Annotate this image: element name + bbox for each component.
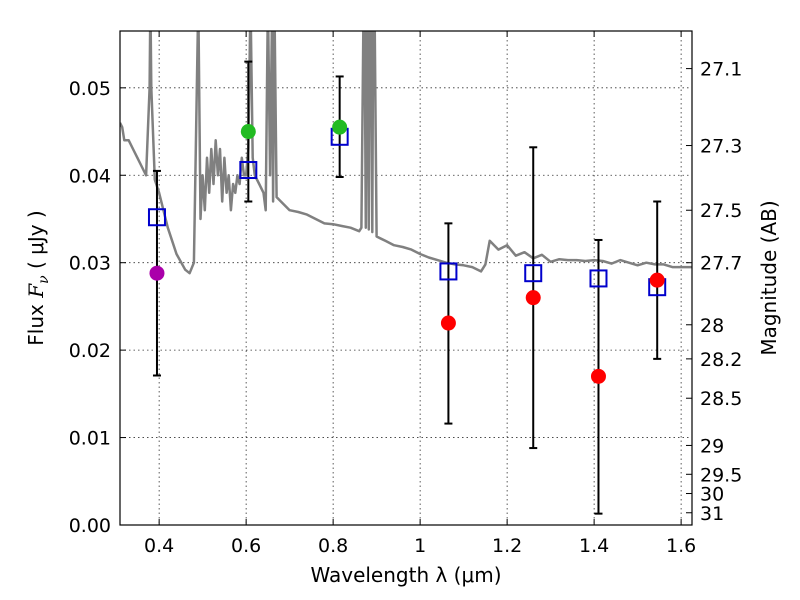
right-tick-label-2: 27.5 — [700, 200, 742, 222]
y-axis-label: Flux Fν ( μJy ) — [24, 210, 52, 345]
data-point-4 — [525, 290, 541, 306]
y-tick-label-0: 0.00 — [69, 515, 111, 537]
data-point-6 — [649, 272, 665, 288]
data-point-5 — [590, 368, 606, 384]
right-tick-label-7: 29 — [700, 435, 724, 457]
right-tick-label-1: 27.3 — [700, 136, 742, 158]
plot-background — [120, 31, 692, 525]
right-tick-label-3: 27.7 — [700, 253, 742, 275]
x-tick-label-2: 0.8 — [318, 535, 348, 557]
model-square-3 — [439, 262, 458, 281]
right-tick-label-8: 29.5 — [700, 464, 742, 486]
x-tick-label-3: 1 — [414, 535, 426, 557]
x-tick-label-1: 0.6 — [231, 535, 261, 557]
data-point-0 — [149, 265, 165, 281]
model-square-4 — [524, 264, 543, 283]
ticks: 0.4 0.6 0.8 1 1.2 1.4 1.6 0.00 0.01 0.02 0.03 0.04 0… — [69, 31, 742, 557]
y-tick-label-3: 0.03 — [69, 253, 111, 275]
right-tick-label-4: 28 — [700, 315, 724, 337]
x-tick-label-5: 1.4 — [579, 535, 609, 557]
spectrum-line — [120, 31, 692, 275]
x-axis-label: Wavelength λ (μm) — [310, 563, 501, 587]
right-tick-label-5: 28.2 — [700, 349, 742, 371]
plot-frame — [119, 30, 693, 526]
y-tick-label-1: 0.01 — [69, 428, 111, 450]
data-point-1 — [240, 124, 256, 140]
x-tick-label-4: 1.2 — [492, 535, 522, 557]
right-tick-label-9: 30 — [700, 484, 724, 506]
y-tick-label-2: 0.02 — [69, 340, 111, 362]
y-axis-label-subscript: ν — [36, 275, 52, 284]
right-tick-label-10: 31 — [700, 503, 724, 525]
model-square-1 — [239, 161, 258, 180]
right-axis-label: Magnitude (AB) — [757, 200, 781, 355]
data-point-3 — [440, 315, 456, 331]
spectrum-layer — [120, 31, 692, 275]
x-tick-label-6: 1.6 — [666, 535, 696, 557]
right-tick-label-0: 27.1 — [700, 59, 742, 81]
data-point-2 — [332, 119, 348, 135]
y-tick-label-5: 0.05 — [69, 78, 111, 100]
model-square-0 — [147, 208, 166, 227]
right-tick-label-6: 28.5 — [700, 388, 742, 410]
model-square-5 — [589, 269, 608, 288]
observed-points — [149, 119, 665, 384]
y-tick-label-4: 0.04 — [69, 165, 111, 187]
y-axis-label-suffix: ( μJy ) — [24, 210, 48, 275]
x-tick-label-0: 0.4 — [144, 535, 174, 557]
y-axis-label-symbol: F — [24, 283, 48, 299]
y-axis-label-prefix: Flux — [24, 298, 48, 346]
model-squares — [147, 127, 667, 297]
